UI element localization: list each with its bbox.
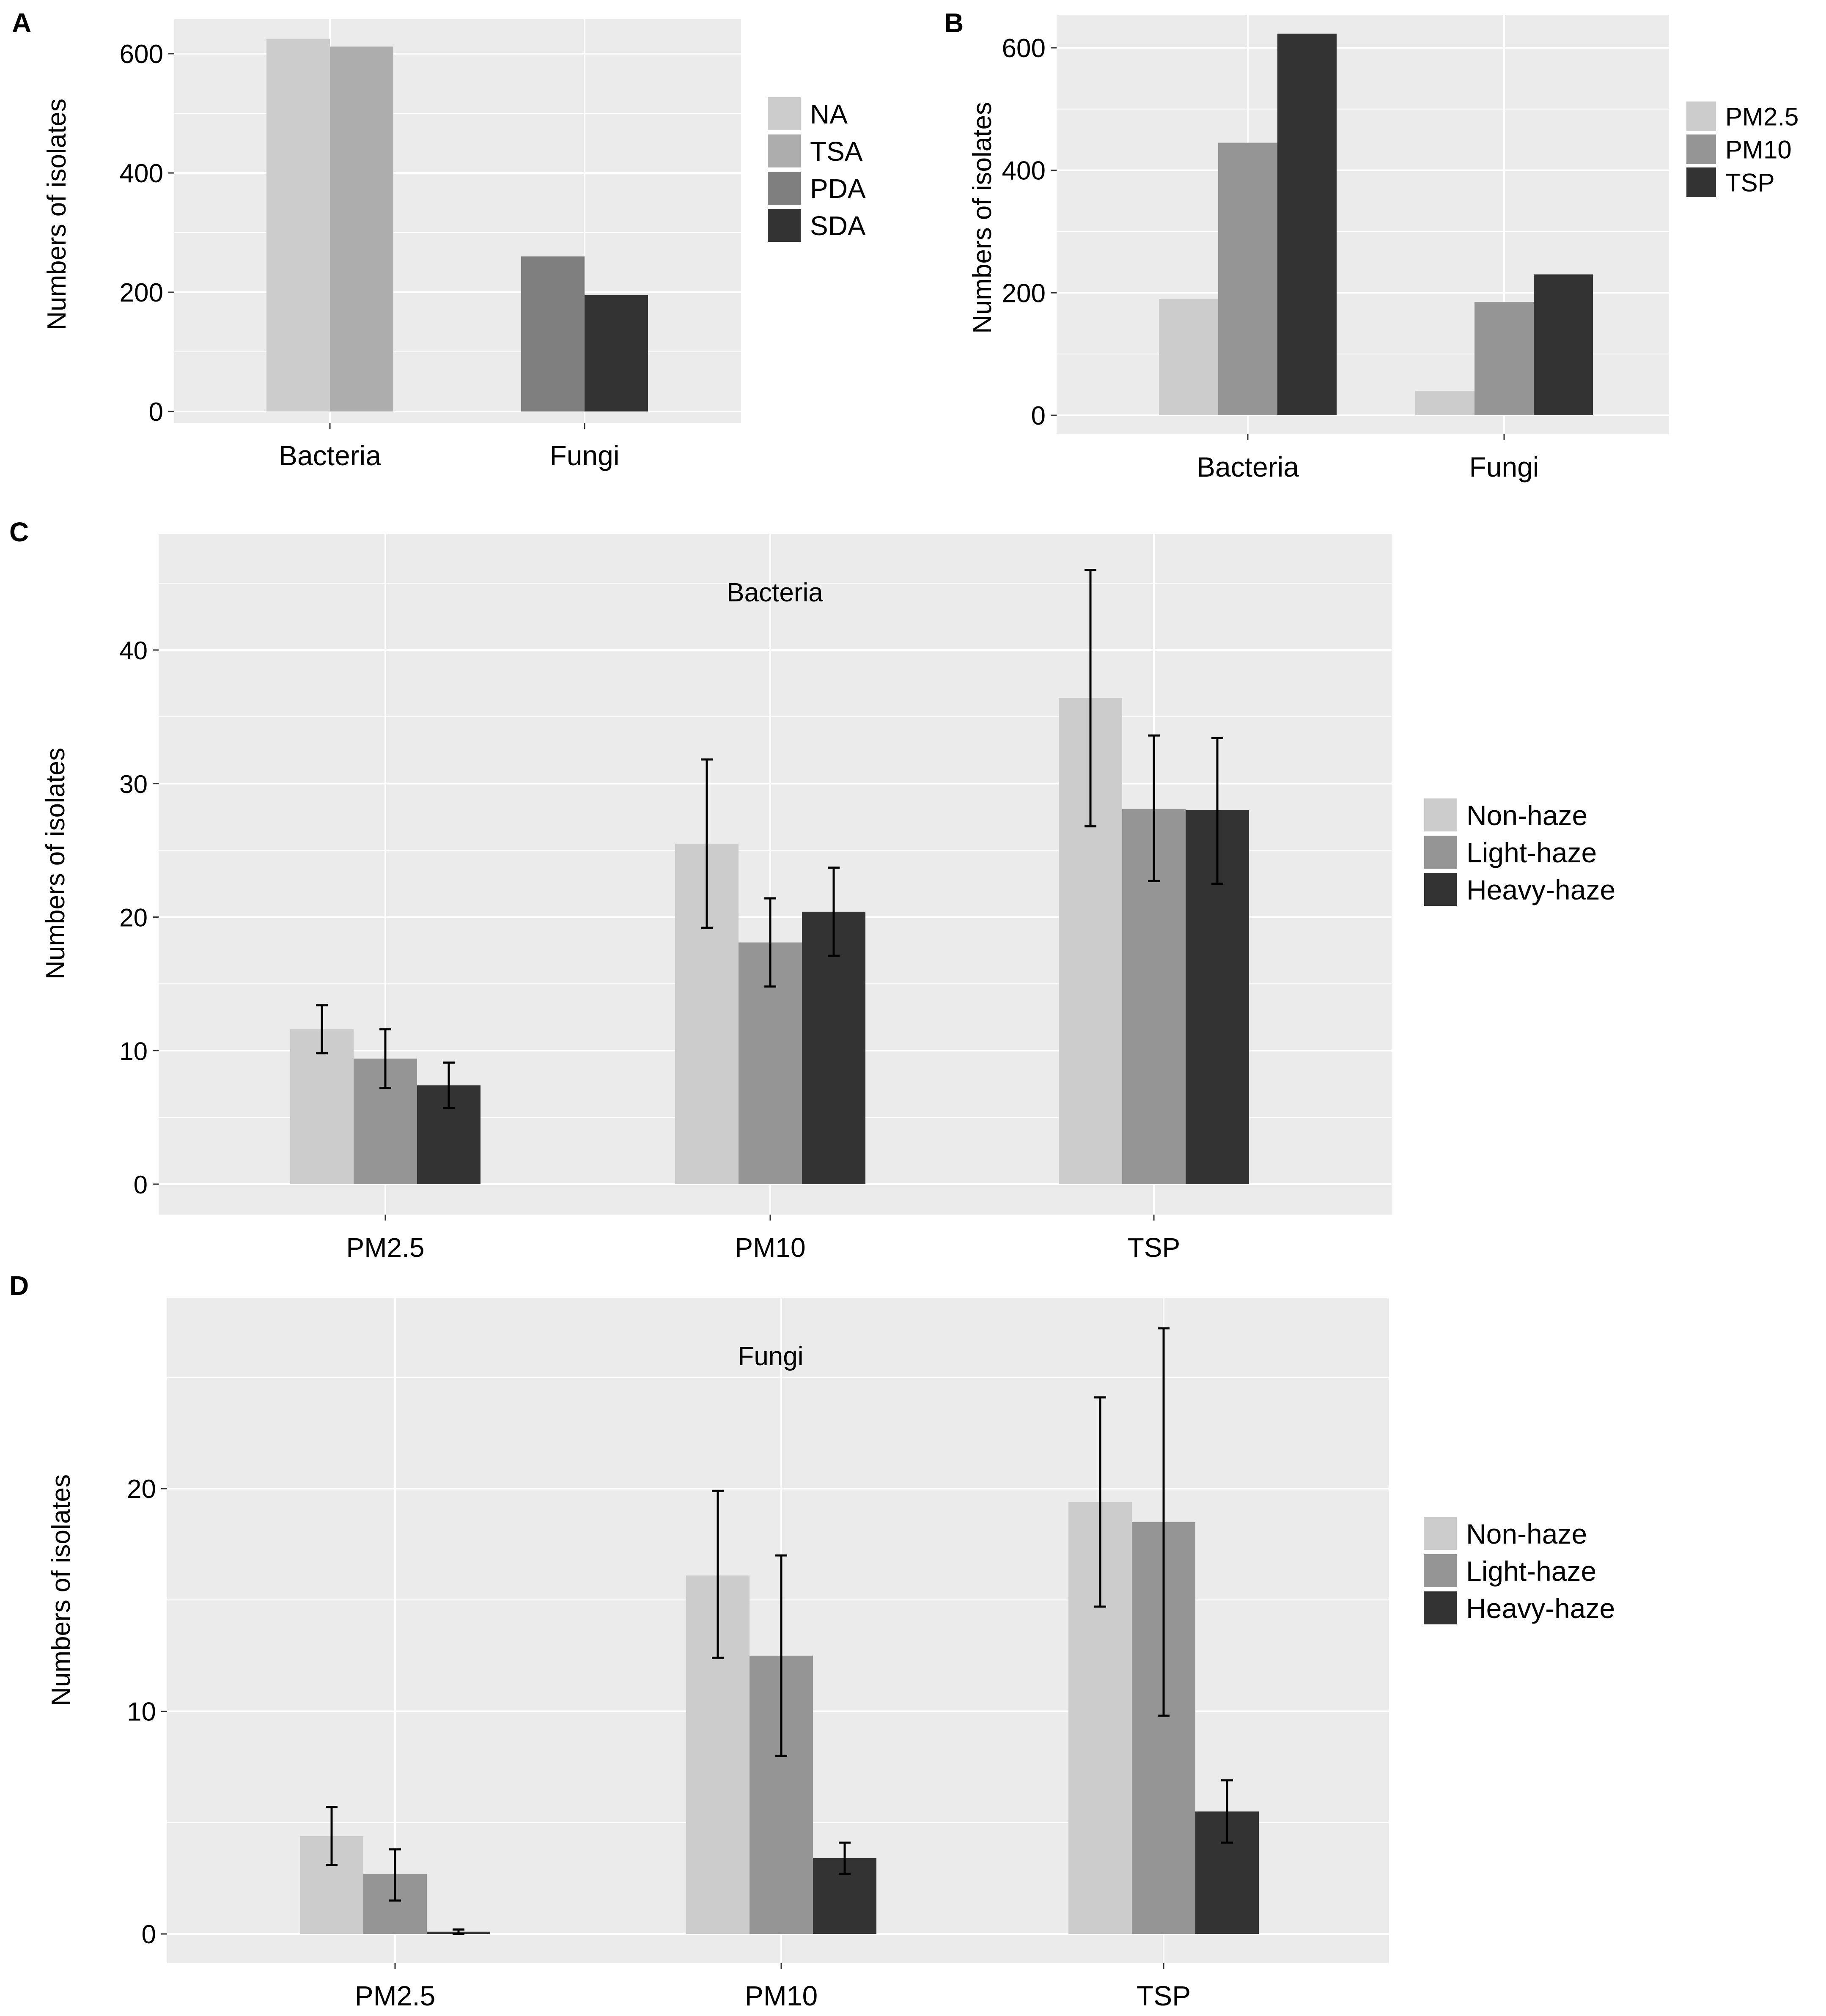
panel-a-legend-swatch-na	[768, 97, 801, 130]
panel-d-title: Fungi	[738, 1342, 803, 1371]
panel-c: C Numbers of isolates Bacteria 0 10 20 30 40…	[9, 517, 1615, 1263]
panel-c-legend-swatch-light-haze	[1424, 836, 1457, 869]
panel-d: D Numbers of isolates Fungi 0 10 20 PM2.5 PM…	[9, 1270, 1615, 2011]
panel-d-legend: Non-haze Light-haze Heavy-haze	[1424, 1517, 1615, 1624]
panel-a-legend-label-tsa: TSA	[810, 136, 863, 167]
panel-b-bar-fungi-pm2-5	[1415, 391, 1475, 415]
panel-c-y-tick-label: 40	[119, 636, 148, 665]
panel-d-legend-swatch-light-haze	[1424, 1554, 1457, 1587]
panel-b-bar-bacteria-pm2-5	[1159, 299, 1218, 415]
panel-c-legend-label-heavy-haze: Heavy-haze	[1466, 874, 1615, 905]
panel-a-x-tick-label-fungi: Fungi	[549, 440, 619, 471]
panel-b-bar-bacteria-tsp	[1277, 33, 1337, 415]
panel-d-legend-swatch-heavy-haze	[1424, 1591, 1457, 1624]
panel-c-y-tick-label: 0	[134, 1171, 148, 1199]
panel-a-legend-label-sda: SDA	[810, 211, 866, 241]
panel-a-legend-label-na: NA	[810, 99, 848, 129]
panel-a-y-tick-label: 600	[120, 40, 163, 69]
panel-b-legend-label-tsp: TSP	[1725, 169, 1775, 197]
panel-b-letter: B	[944, 8, 964, 38]
panel-d-legend-label-light-haze: Light-haze	[1466, 1555, 1596, 1587]
panel-b-y-tick-label: 600	[1002, 34, 1046, 63]
panel-c-letter: C	[9, 517, 29, 547]
panel-a-y-axis-label: Numbers of isolates	[42, 99, 71, 330]
panel-a-y-tick-label: 400	[120, 159, 163, 188]
panel-a: A Numbers of isolates 0 200 400 600 Bacteria…	[12, 8, 866, 471]
panel-d-x-tick-label-pm25: PM2.5	[355, 1980, 436, 2011]
panel-c-y-tick-label: 10	[119, 1037, 148, 1065]
panel-c-x-tick-label-tsp: TSP	[1128, 1232, 1180, 1263]
panel-a-y-tick-label: 200	[120, 278, 163, 307]
panel-c-legend-swatch-heavy-haze	[1424, 873, 1457, 906]
panel-a-legend-swatch-sda	[768, 209, 801, 242]
panel-c-y-tick-label: 30	[119, 770, 148, 798]
panel-c-legend-label-light-haze: Light-haze	[1466, 837, 1597, 868]
panel-c-y-axis-label: Numbers of isolates	[41, 748, 70, 979]
panel-a-x-tick-label-bacteria: Bacteria	[279, 440, 381, 471]
panel-d-legend-label-non-haze: Non-haze	[1466, 1518, 1587, 1550]
panel-c-bar-pm10-heavy-haze	[802, 911, 865, 1184]
panel-b-legend: PM2.5 PM10 TSP	[1686, 101, 1799, 197]
panel-c-title: Bacteria	[727, 578, 823, 607]
panel-c-legend: Non-haze Light-haze Heavy-haze	[1424, 798, 1615, 906]
panel-d-y-axis-label: Numbers of isolates	[47, 1474, 76, 1706]
panel-b-x-tick-label-bacteria: Bacteria	[1197, 451, 1299, 483]
panel-a-legend-label-pda: PDA	[810, 173, 866, 204]
panel-b-y-tick-label: 400	[1002, 156, 1046, 186]
panel-b-y-axis-label: Numbers of isolates	[968, 102, 997, 334]
panel-c-legend-swatch-non-haze	[1424, 798, 1457, 831]
panel-b-bar-fungi-pm10	[1475, 302, 1534, 415]
panel-b-legend-swatch-tsp	[1686, 167, 1716, 197]
panel-a-y-tick-label: 0	[149, 398, 163, 427]
panel-a-letter: A	[12, 8, 31, 38]
panel-a-legend-swatch-tsa	[768, 134, 801, 167]
panel-b-y-tick-label: 0	[1031, 401, 1046, 431]
panel-a-legend: NA TSA PDA SDA	[768, 97, 866, 242]
panel-d-x-tick-label-tsp: TSP	[1137, 1980, 1191, 2011]
panel-d-x-tick-label-pm10: PM10	[745, 1980, 818, 2011]
panel-a-legend-swatch-pda	[768, 172, 801, 205]
panel-d-y-tick-label: 0	[142, 1920, 156, 1949]
panel-d-letter: D	[9, 1270, 29, 1301]
panel-d-legend-swatch-non-haze	[1424, 1517, 1457, 1550]
panel-b-x-tick-label-fungi: Fungi	[1469, 451, 1539, 483]
panel-c-y-tick-label: 20	[119, 904, 148, 932]
panel-b-bar-fungi-tsp	[1534, 274, 1593, 415]
panel-b-legend-swatch-pm2-5	[1686, 101, 1716, 131]
panel-b-legend-label-pm2-5: PM2.5	[1725, 103, 1799, 131]
panel-d-y-tick-label: 10	[127, 1698, 156, 1727]
panel-b-bar-bacteria-pm10	[1218, 143, 1277, 415]
panel-a-bar-bacteria-tsa	[330, 47, 393, 411]
panel-c-legend-label-non-haze: Non-haze	[1466, 800, 1587, 831]
panel-a-plot-background	[174, 19, 741, 423]
panel-c-x-tick-label-pm10: PM10	[735, 1232, 805, 1263]
panel-d-legend-label-heavy-haze: Heavy-haze	[1466, 1593, 1615, 1624]
panel-c-x-tick-label-pm25: PM2.5	[346, 1232, 425, 1263]
panel-b-legend-label-pm10: PM10	[1725, 136, 1792, 164]
panel-b-y-tick-label: 200	[1002, 279, 1046, 308]
panel-b: B Numbers of isolates 0 200 400 600 Bacteria…	[944, 8, 1799, 483]
panel-c-bar-pm25-non-haze	[290, 1029, 354, 1184]
panel-a-bar-fungi-pda	[521, 256, 585, 411]
panel-b-legend-swatch-pm10	[1686, 134, 1716, 164]
panel-a-bar-bacteria-na	[266, 38, 330, 411]
panel-d-y-tick-label: 20	[127, 1475, 156, 1504]
panel-a-bar-fungi-sda	[585, 295, 648, 411]
